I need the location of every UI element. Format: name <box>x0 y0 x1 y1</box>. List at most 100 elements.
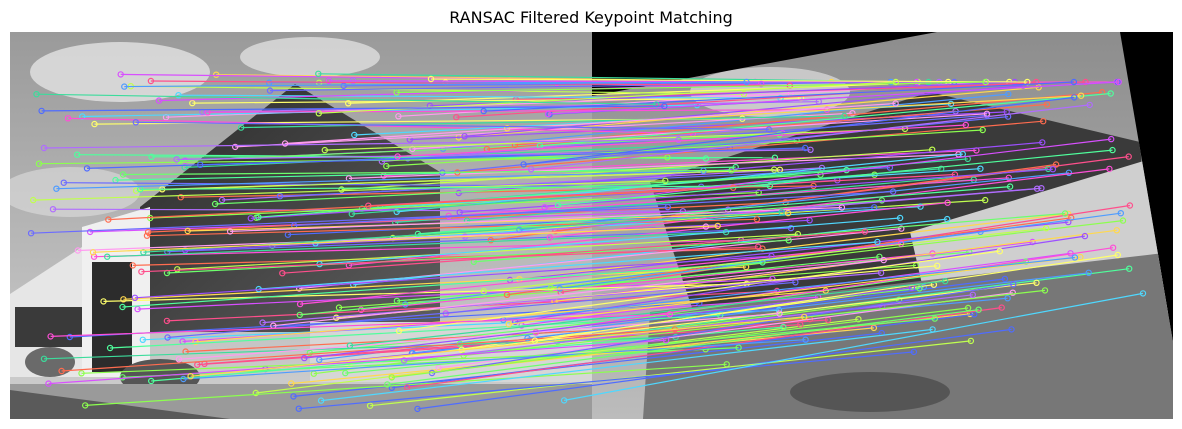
keypoint-marker <box>100 298 107 305</box>
keypoint-marker <box>315 110 322 117</box>
keypoint-marker <box>427 75 435 83</box>
keypoint-marker <box>1035 84 1042 91</box>
match-line <box>417 186 1011 235</box>
keypoint-marker <box>358 306 365 313</box>
keypoint-marker <box>889 188 897 195</box>
match-line <box>430 78 1028 83</box>
keypoint-marker <box>184 227 191 235</box>
keypoint-marker <box>876 253 883 260</box>
match-line <box>531 104 1090 170</box>
match-line <box>146 218 757 237</box>
keypoint-marker <box>106 344 114 352</box>
keypoint-marker <box>189 99 196 107</box>
keypoint-marker <box>83 165 91 172</box>
keypoint-marker <box>237 124 245 131</box>
keypoint-marker <box>874 238 881 246</box>
keypoint-marker <box>120 296 127 303</box>
keypoint-marker <box>977 165 984 172</box>
keypoint-marker <box>1070 94 1078 101</box>
match-line <box>291 327 874 385</box>
match-line <box>443 93 1009 150</box>
keypoint-marker <box>1119 217 1127 224</box>
keypoint-marker <box>384 381 391 388</box>
match-line <box>299 256 880 316</box>
keypoint-marker <box>316 356 323 363</box>
keypoint-marker <box>393 89 400 96</box>
keypoint-marker <box>38 107 45 115</box>
keypoint-marker <box>1009 289 1017 296</box>
keypoint-marker <box>962 121 970 129</box>
match-line <box>519 213 1069 280</box>
keypoint-marker <box>296 300 304 308</box>
keypoint-marker <box>345 100 352 107</box>
keypoint-marker <box>211 200 219 208</box>
keypoint-marker <box>1008 326 1015 333</box>
keypoint-marker <box>675 136 682 144</box>
match-line <box>527 272 1089 339</box>
keypoint-marker <box>702 155 710 162</box>
keypoint-marker <box>878 197 886 204</box>
keypoint-marker <box>778 208 785 216</box>
match-line <box>328 80 917 83</box>
keypoint-marker <box>139 336 146 343</box>
keypoint-marker <box>664 154 671 161</box>
match-line <box>167 227 792 253</box>
keypoint-marker <box>541 204 548 211</box>
match-line <box>115 166 736 181</box>
keypoint-marker <box>1005 90 1012 98</box>
match-figure <box>10 32 1173 419</box>
match-line <box>319 217 901 265</box>
match-line <box>298 351 914 410</box>
keypoint-marker <box>105 216 112 223</box>
match-line <box>36 93 657 105</box>
keypoint-marker <box>27 229 35 237</box>
match-line <box>200 147 806 166</box>
match-line <box>258 241 878 290</box>
keypoint-marker <box>78 370 85 377</box>
keypoint-marker <box>917 203 924 210</box>
match-line <box>140 185 770 190</box>
keypoint-marker <box>527 166 535 173</box>
keypoint-marker <box>1061 210 1069 217</box>
keypoint-marker <box>728 167 735 174</box>
match-line <box>92 225 718 253</box>
keypoint-marker <box>393 208 400 216</box>
match-line <box>50 313 670 337</box>
keypoint-marker <box>784 209 792 217</box>
keypoint-marker <box>175 92 182 99</box>
keypoint-marker <box>81 402 89 409</box>
keypoint-marker <box>653 101 660 108</box>
keypoint-marker <box>351 131 358 139</box>
match-line <box>483 227 1047 292</box>
keypoint-marker <box>1086 101 1093 109</box>
keypoint-marker <box>785 237 792 244</box>
keypoint-marker <box>1039 139 1046 146</box>
keypoint-marker <box>321 146 328 154</box>
keypoint-marker <box>342 369 349 377</box>
keypoint-marker <box>951 171 959 178</box>
match-line <box>348 202 948 266</box>
keypoint-marker <box>480 107 487 115</box>
keypoint-marker <box>259 319 266 326</box>
match-line <box>387 309 979 385</box>
match-line <box>207 109 827 113</box>
keypoint-marker <box>895 296 903 303</box>
keypoint-marker <box>91 120 98 128</box>
match-line <box>122 169 732 176</box>
match-line <box>521 252 1071 326</box>
keypoint-marker <box>317 397 325 404</box>
keypoint-marker <box>661 102 668 110</box>
keypoint-marker <box>982 196 989 204</box>
keypoint-marker <box>383 162 390 170</box>
match-line <box>396 81 986 93</box>
match-line <box>148 201 786 233</box>
keypoint-marker <box>944 199 951 206</box>
keypoint-marker <box>86 228 94 236</box>
keypoint-marker <box>944 215 951 223</box>
match-line <box>67 117 693 135</box>
keypoint-marker <box>176 157 183 165</box>
keypoint-marker <box>187 373 194 380</box>
keypoint-marker <box>892 100 899 107</box>
keypoint-marker <box>1033 185 1041 192</box>
keypoint-marker <box>1117 209 1125 217</box>
